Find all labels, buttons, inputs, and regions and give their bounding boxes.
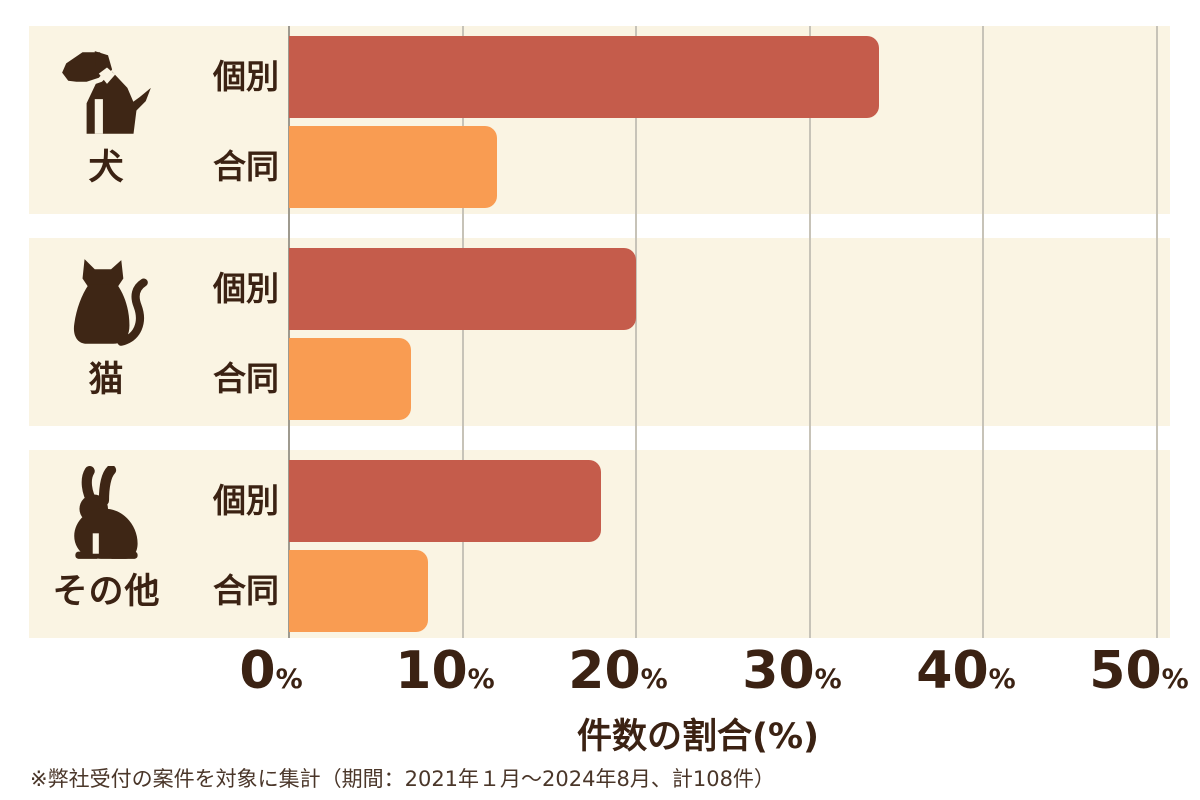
bar-individual bbox=[289, 248, 637, 330]
bar-joint bbox=[289, 338, 411, 420]
series-label-individual: 個別 bbox=[213, 57, 279, 96]
category-icon-block: 猫 bbox=[29, 248, 184, 424]
plot-area bbox=[289, 26, 1157, 214]
category-panel-cat: 猫 個別 合同 bbox=[29, 238, 1170, 426]
x-tick: 10% bbox=[395, 641, 495, 701]
plot-area bbox=[289, 238, 1157, 426]
series-label-joint: 合同 bbox=[213, 147, 279, 186]
series-label-joint: 合同 bbox=[213, 571, 279, 610]
category-icon-block: 犬 bbox=[29, 36, 184, 212]
category-label: 犬 bbox=[88, 148, 125, 188]
bar-joint bbox=[289, 550, 428, 632]
category-icon-block: その他 bbox=[29, 460, 184, 636]
x-tick: 0% bbox=[239, 641, 303, 701]
dog-icon bbox=[61, 51, 151, 134]
bar-joint bbox=[289, 126, 498, 208]
x-tick: 50% bbox=[1089, 641, 1189, 701]
x-tick: 20% bbox=[568, 641, 668, 701]
footnote: ※弊社受付の案件を対象に集計（期間：2021年１月～2024年8月、計108件） bbox=[30, 767, 775, 791]
rabbit-icon bbox=[73, 466, 138, 559]
series-label-individual: 個別 bbox=[213, 481, 279, 520]
x-axis-title: 件数の割合(%) bbox=[576, 717, 820, 757]
bar-individual bbox=[289, 36, 880, 118]
category-panel-other: その他 個別 合同 bbox=[29, 450, 1170, 638]
category-label: 猫 bbox=[88, 360, 125, 400]
category-label: その他 bbox=[52, 572, 161, 612]
series-label-joint: 合同 bbox=[213, 359, 279, 398]
series-label-individual: 個別 bbox=[213, 269, 279, 308]
plot-area bbox=[289, 450, 1157, 638]
bar-individual bbox=[289, 460, 602, 542]
x-tick: 40% bbox=[916, 641, 1016, 701]
cat-icon bbox=[73, 259, 148, 346]
x-tick: 30% bbox=[742, 641, 842, 701]
category-panel-dog: 犬 個別 合同 bbox=[29, 26, 1170, 214]
x-axis: 0% 10% 20% 30% 40% 50% bbox=[0, 644, 1200, 714]
